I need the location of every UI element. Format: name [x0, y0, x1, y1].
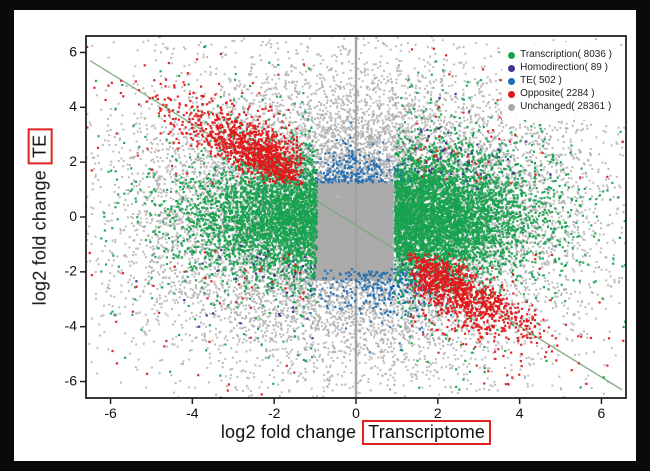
legend-item-opposite: Opposite( 2284 ) [508, 89, 612, 99]
legend-item-homodirection: Homodirection( 89 ) [508, 63, 612, 73]
legend-dot-transcription [508, 51, 516, 59]
legend-label: Homodirection( 89 ) [520, 62, 608, 73]
legend-label: TE( 502 ) [520, 75, 562, 86]
x-axis-annotation-box: Transcriptome [362, 420, 492, 445]
y-axis-label-text: log2 fold change [29, 170, 50, 306]
legend-dot-homodirection [508, 64, 516, 72]
legend-dot-opposite [508, 90, 516, 98]
legend: Transcription( 8036 ) Homodirection( 89 … [502, 42, 620, 120]
legend-item-te: TE( 502 ) [508, 76, 612, 86]
legend-label: Opposite( 2284 ) [520, 88, 595, 99]
legend-label: Transcription( 8036 ) [520, 49, 612, 60]
x-axis-label: log2 fold change Transcriptome [86, 420, 626, 445]
legend-item-unchanged: Unchanged( 28361 ) [508, 102, 612, 112]
legend-dot-te [508, 77, 516, 85]
legend-dot-unchanged [508, 103, 516, 111]
plot-panel: log2 fold changeTE log2 fold change Trans… [14, 10, 636, 461]
y-axis-annotation-box: TE [27, 128, 53, 165]
legend-item-transcription: Transcription( 8036 ) [508, 50, 612, 60]
x-axis-label-text: log2 fold change [220, 422, 357, 442]
legend-label: Unchanged( 28361 ) [520, 101, 612, 112]
